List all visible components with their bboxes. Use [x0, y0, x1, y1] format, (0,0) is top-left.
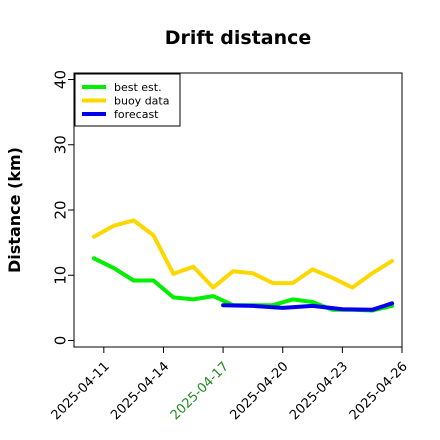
y-tick-label: 0	[52, 336, 70, 346]
x-tick-label: 2025-04-11	[49, 359, 113, 423]
y-tick-label: 20	[52, 200, 70, 219]
y-tick-label: 10	[52, 266, 70, 285]
y-tick-label: 40	[52, 70, 70, 89]
x-tick-label: 2025-04-20	[228, 359, 292, 423]
x-tick-label: 2025-04-23	[287, 359, 351, 423]
legend-label: buoy data	[114, 95, 169, 108]
legend-label: forecast	[114, 108, 159, 121]
chart-title: Drift distance	[165, 27, 312, 49]
series-line-buoy-data	[91, 218, 395, 290]
series-group	[91, 218, 395, 313]
y-tick-label: 30	[52, 135, 70, 154]
x-tick-label: 2025-04-14	[108, 359, 172, 423]
y-axis: 0 10 20 30 40	[52, 70, 74, 346]
x-tick-label: 2025-04-17	[168, 359, 232, 423]
legend-label: best est.	[114, 81, 162, 94]
y-axis-label: Distance (km)	[5, 147, 24, 273]
series-line-forecast	[221, 301, 395, 312]
x-axis: 2025-04-112025-04-142025-04-172025-04-20…	[49, 347, 411, 423]
x-tick-label: 2025-04-26	[347, 359, 411, 423]
